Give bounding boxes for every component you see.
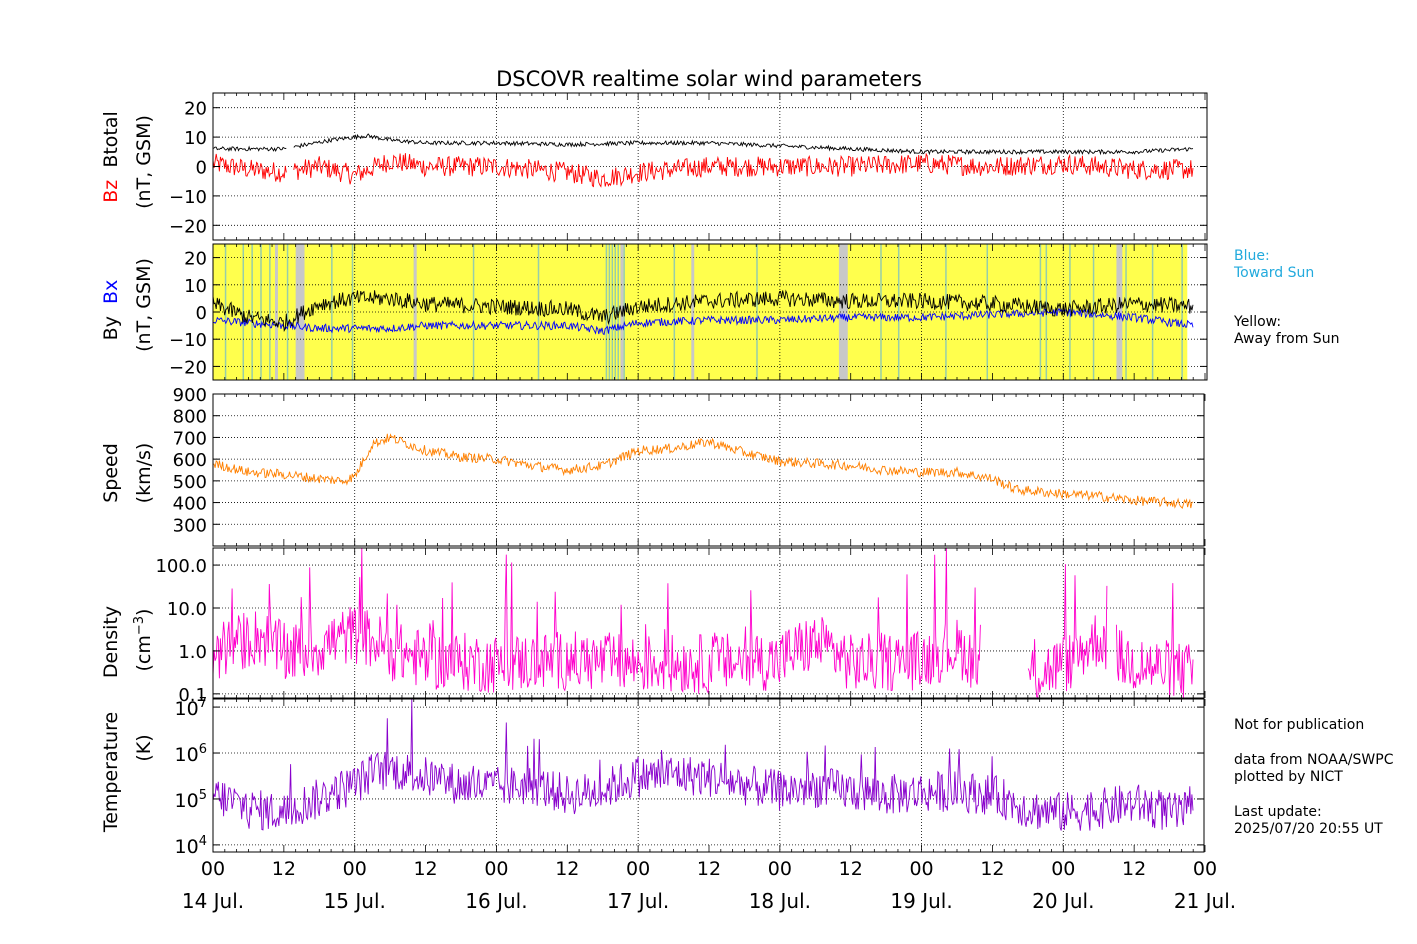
toward-sun-stripe (269, 244, 271, 380)
y-tick-label: 100.0 (155, 556, 207, 577)
y-tick-label: 0 (196, 303, 207, 324)
x-hour-tick-label: 12 (697, 858, 721, 880)
x-date-label: 17 Jul. (607, 889, 669, 913)
x-hour-tick-label: 12 (272, 858, 296, 880)
toward-sun-stripe (673, 244, 676, 380)
x-hour-tick-label: 12 (555, 858, 579, 880)
bz-series-line (212, 152, 1194, 188)
y-tick-label: 600 (173, 450, 207, 471)
y-tick-label: 10 (184, 128, 207, 149)
x-hour-tick-label: 12 (1122, 858, 1146, 880)
y-label-unit-speed: (km/s) (133, 443, 155, 504)
x-hour-tick-label: 00 (484, 858, 508, 880)
y-label-by-bx: By Bx (100, 280, 122, 341)
x-date-label: 16 Jul. (465, 889, 527, 913)
legend-yellow-label: Yellow: (1234, 314, 1282, 330)
y-tick-label: −10 (169, 330, 207, 351)
toward-sun-stripe (472, 244, 475, 380)
y-tick-label: −10 (169, 187, 207, 208)
y-label-unit-nt: (nT, GSM) (133, 258, 155, 352)
note-not-for-publication: Not for publication (1234, 717, 1365, 733)
y-tick-label: 106 (175, 742, 207, 766)
legend-blue-text: Toward Sun (1234, 265, 1315, 281)
data-gap-region (691, 244, 695, 380)
x-hour-tick-label: 00 (1193, 858, 1217, 880)
speed-series-line (212, 433, 1194, 509)
y-tick-label: 500 (173, 472, 207, 493)
toward-sun-stripe (897, 244, 900, 380)
x-hour-tick-label: 12 (839, 858, 863, 880)
y-label-speed: Speed (100, 443, 122, 503)
y-label-unit-nt: (nT, GSM) (133, 115, 155, 209)
panel-frame (212, 393, 1205, 547)
toward-sun-stripe (1039, 244, 1042, 380)
btotal-series-line (212, 133, 1194, 156)
toward-sun-stripe (880, 244, 882, 380)
y-tick-label: 10 (184, 276, 207, 297)
y-tick-label: 0 (196, 158, 207, 179)
y-tick-label: 104 (175, 834, 207, 858)
toward-sun-stripe (1125, 244, 1127, 380)
bx-series-line (212, 307, 1194, 336)
y-tick-label: 1.0 (178, 642, 207, 663)
y-label-temperature: Temperature (100, 712, 122, 833)
x-hour-tick-label: 00 (1051, 858, 1075, 880)
x-hour-tick-label: 00 (768, 858, 792, 880)
x-date-label: 15 Jul. (324, 889, 386, 913)
density-series-line (212, 547, 1194, 699)
x-date-label: 18 Jul. (749, 889, 811, 913)
y-label-density: Density (100, 606, 122, 678)
y-tick-label: 20 (184, 249, 207, 270)
x-hour-tick-label: 12 (980, 858, 1004, 880)
chart-title: DSCOVR realtime solar wind parameters (496, 67, 922, 91)
y-tick-label: 20 (184, 99, 207, 120)
note-last-update-label: Last update: (1234, 804, 1322, 820)
x-date-label: 14 Jul. (182, 889, 244, 913)
x-hour-tick-label: 00 (909, 858, 933, 880)
x-date-label: 19 Jul. (890, 889, 952, 913)
note-last-update-value: 2025/07/20 20:55 UT (1234, 821, 1383, 837)
y-tick-label: 107 (175, 696, 207, 720)
note-plotted-by: plotted by NICT (1234, 769, 1343, 785)
toward-sun-stripe (1092, 244, 1095, 380)
y-label-unit-density: (cm−3) (132, 609, 155, 672)
y-tick-label: 105 (175, 788, 207, 812)
x-date-label: 21 Jul. (1174, 889, 1236, 913)
y-tick-label: 700 (173, 428, 207, 449)
toward-sun-stripe (351, 244, 354, 380)
legend-blue-label: Blue: (1234, 248, 1270, 264)
panel-frame (212, 92, 1208, 241)
note-data-source: data from NOAA/SWPC (1234, 752, 1394, 768)
panel-frame (212, 547, 1205, 699)
x-hour-tick-label: 00 (626, 858, 650, 880)
y-tick-label: 0.1 (178, 685, 207, 706)
y-tick-label: 400 (173, 494, 207, 515)
toward-sun-stripe (331, 244, 333, 380)
y-tick-label: −20 (169, 357, 207, 378)
y-label-btotal-bz: Bz Btotal (100, 111, 122, 203)
toward-sun-stripe (286, 244, 289, 380)
x-date-label: 20 Jul. (1032, 889, 1094, 913)
panel-frame (212, 698, 1205, 853)
y-tick-label: 800 (173, 407, 207, 428)
y-tick-label: −20 (169, 216, 207, 237)
temperature-series-line (212, 698, 1194, 831)
x-hour-tick-label: 00 (201, 858, 225, 880)
legend-yellow-text: Away from Sun (1234, 331, 1340, 347)
y-tick-label: 300 (173, 515, 207, 536)
y-tick-label: 10.0 (167, 599, 207, 620)
x-hour-tick-label: 00 (343, 858, 367, 880)
data-gap-region (413, 244, 417, 380)
y-tick-label: 900 (173, 385, 207, 406)
by-series-line (212, 289, 1194, 333)
toward-sun-stripe (260, 244, 262, 380)
x-hour-tick-label: 12 (413, 858, 437, 880)
y-label-unit-temperature: (K) (133, 734, 155, 761)
